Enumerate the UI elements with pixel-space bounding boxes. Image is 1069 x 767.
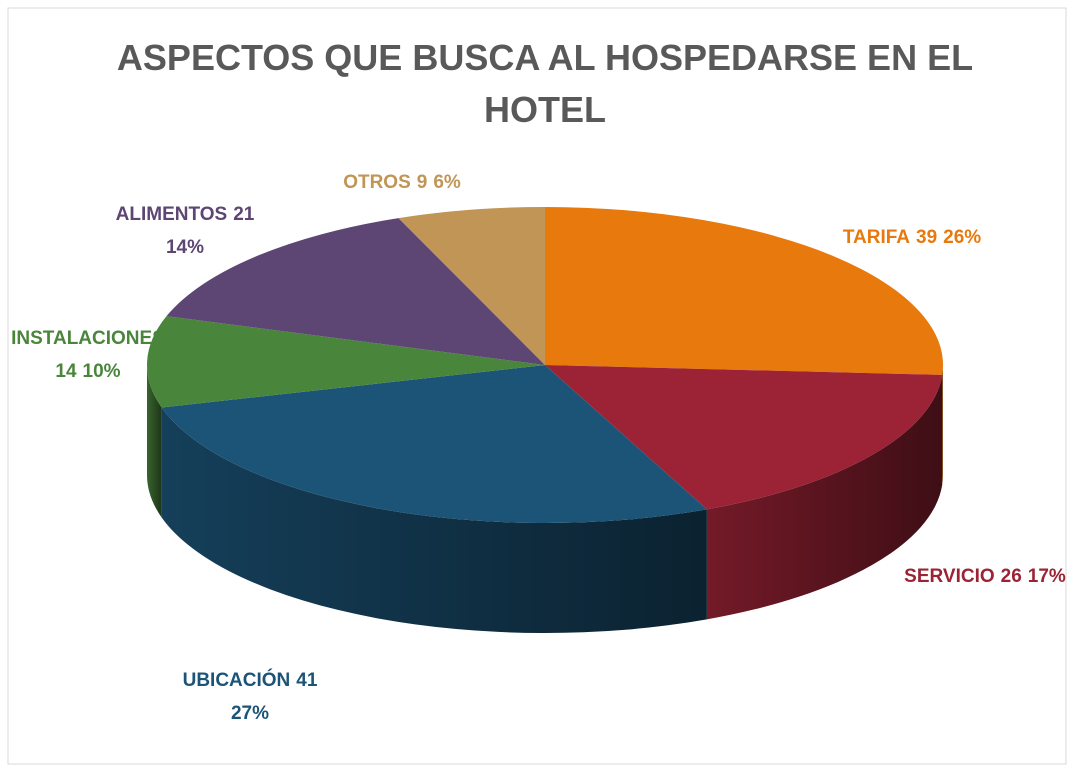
slice (147, 316, 545, 408)
data-label-part: SERVICIO (904, 566, 994, 587)
data-label-part: 26 (1001, 566, 1022, 587)
slice (545, 207, 944, 375)
data-label: INSTALACIONES 14 10% (11, 328, 165, 382)
slice (166, 218, 546, 365)
data-label: UBICACIÓN 41 27% (183, 669, 318, 724)
data-label: TARIFA 39 26% (843, 227, 981, 248)
data-label-part: 6% (433, 172, 461, 193)
data-label: SERVICIO 26 17% (904, 566, 1066, 587)
slice-side (706, 374, 943, 620)
data-label: OTROS 9 6% (343, 172, 461, 193)
data-label-part: UBICACIÓN (183, 669, 291, 691)
data-label-part: 41 (296, 670, 318, 691)
slice (161, 365, 707, 523)
slice (545, 365, 943, 510)
slice (398, 207, 545, 365)
data-label-part: 27% (231, 703, 269, 724)
chart-title: HOTEL (484, 89, 606, 130)
data-label-part: TARIFA (843, 227, 910, 248)
data-label-part: OTROS (343, 172, 411, 193)
data-label-part: 17% (1028, 566, 1066, 587)
slice-side (942, 365, 943, 485)
data-label-part: 21 (233, 204, 255, 225)
chart-title: ASPECTOS QUE BUSCA AL HOSPEDARSE EN EL (117, 37, 973, 78)
data-label-part: 10% (83, 361, 121, 382)
data-label: ALIMENTOS 21 14% (116, 204, 255, 258)
data-label-part: ALIMENTOS (116, 204, 228, 225)
slice-side (161, 407, 707, 634)
data-label-part: 14% (166, 237, 204, 258)
data-label-part: INSTALACIONES (11, 328, 165, 349)
data-label-part: 9 (417, 172, 428, 193)
data-label-part: 39 (916, 227, 937, 248)
slice-side (147, 365, 162, 518)
data-label-part: 14 (55, 361, 77, 382)
data-label-part: 26% (943, 227, 981, 248)
